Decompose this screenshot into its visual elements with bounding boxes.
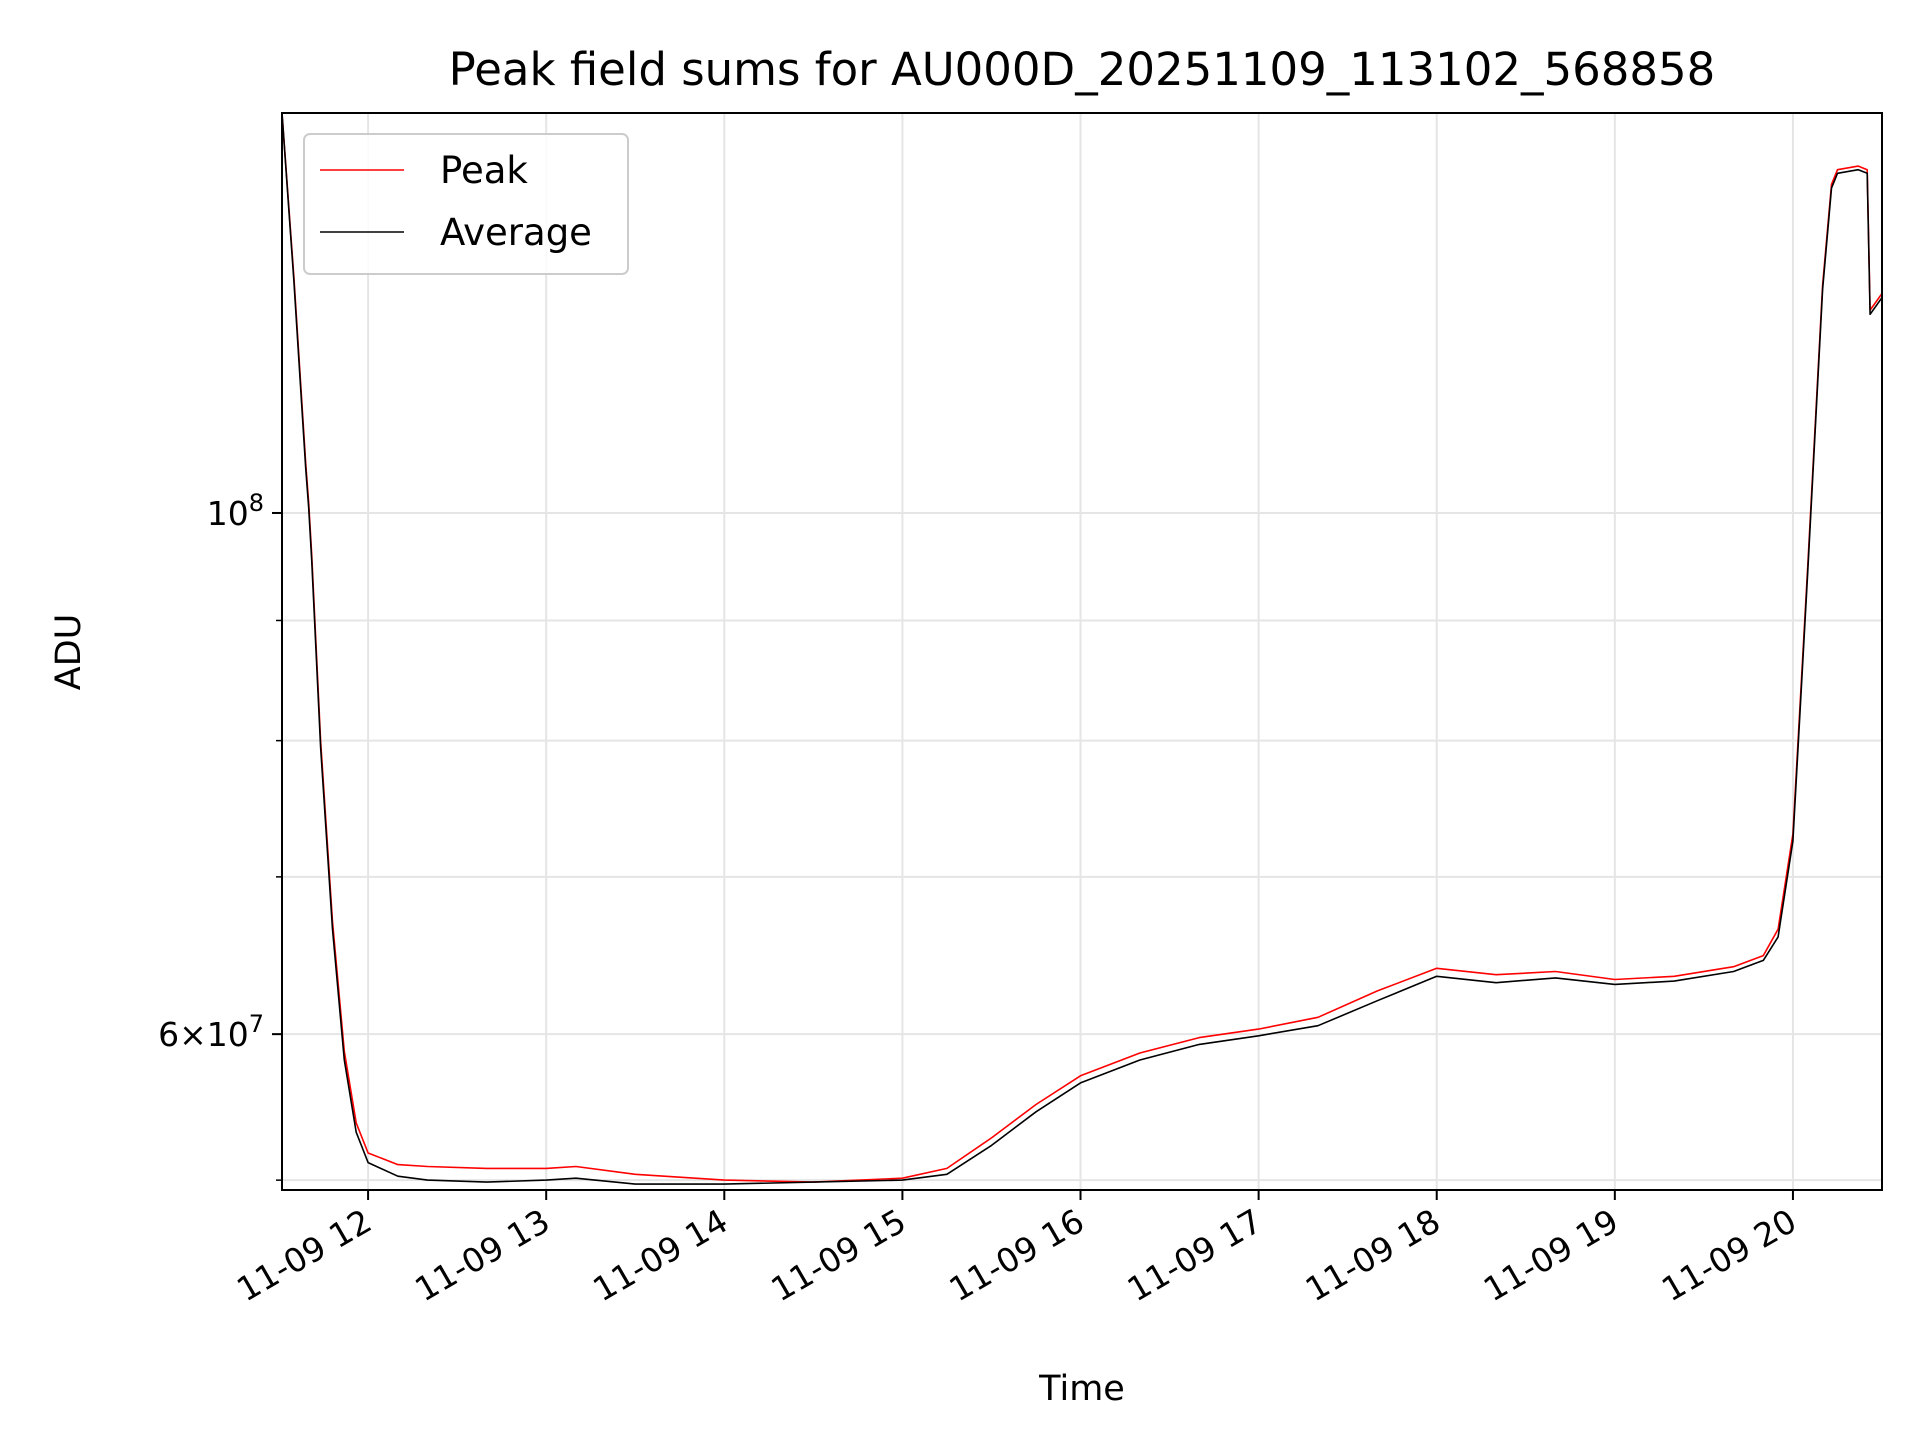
chart-title: Peak field sums for AU000D_20251109_1131…	[449, 43, 1716, 96]
legend-box	[303, 133, 629, 275]
series-layer	[282, 113, 1882, 1185]
x-axis-label: Time	[1038, 1369, 1125, 1409]
legend-label-peak: Peak	[440, 149, 528, 192]
series-line-average	[282, 113, 1882, 1185]
y-tick-label: 6×107	[158, 1010, 264, 1054]
plot-frame	[281, 112, 1883, 1191]
legend: Peak Average	[303, 133, 629, 275]
y-axis-label: ADU	[49, 614, 89, 691]
grid	[282, 113, 1882, 1190]
legend-label-average: Average	[440, 211, 592, 254]
